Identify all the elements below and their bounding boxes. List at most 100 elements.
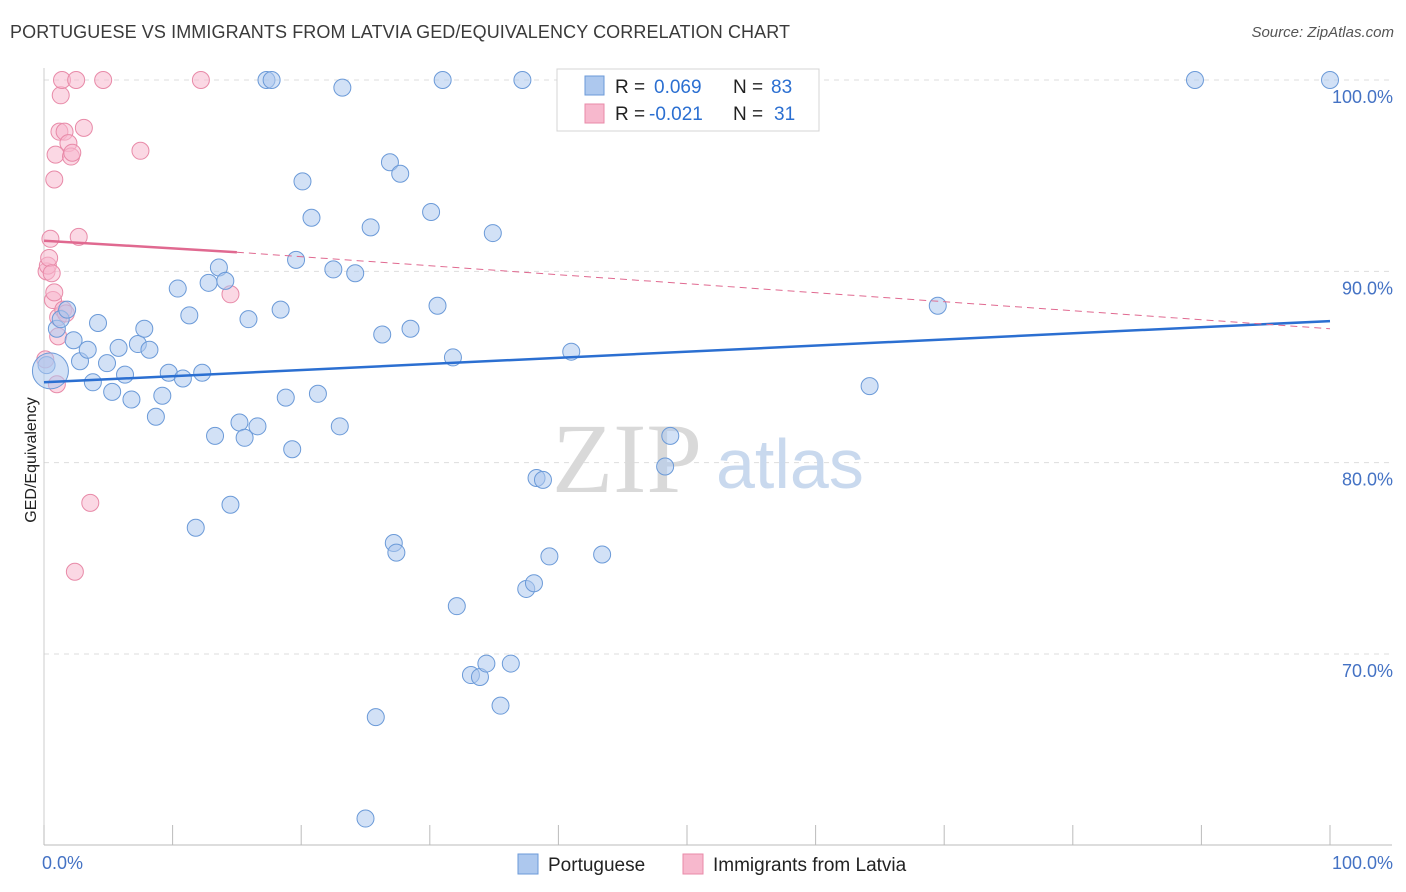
legend-n-value-2: 31 (774, 104, 795, 125)
data-point-portuguese (513, 71, 532, 89)
data-point-latvia (65, 562, 84, 581)
data-point-portuguese (477, 654, 496, 673)
data-point-portuguese (276, 388, 295, 407)
legend-r-value-2: -0.021 (649, 104, 703, 125)
data-point-latvia (74, 118, 93, 137)
data-point-portuguese (356, 809, 375, 828)
data-point-latvia (131, 141, 150, 160)
data-point-portuguese (1321, 71, 1339, 89)
y-tick-label: 100.0% (1332, 87, 1393, 107)
data-point-portuguese (346, 264, 365, 283)
data-point-portuguese (293, 172, 312, 191)
data-point-latvia (45, 170, 64, 189)
data-point-portuguese (140, 340, 159, 359)
data-point-portuguese (661, 426, 680, 445)
trend-line-portuguese (43, 319, 1331, 384)
data-point-latvia (41, 229, 60, 248)
source-label: Source: ZipAtlas.com (1251, 24, 1394, 41)
data-point-latvia (51, 86, 70, 105)
data-point-portuguese (308, 384, 327, 403)
watermark: ZIP atlas (552, 403, 864, 514)
data-point-portuguese (271, 300, 290, 319)
data-point-portuguese (153, 386, 172, 405)
data-point-portuguese (366, 708, 385, 727)
data-point-latvia (69, 227, 88, 246)
legend-r-label-2: R = (615, 104, 645, 125)
series-portuguese-points (31, 71, 1339, 828)
axes (43, 68, 1392, 846)
trend-line-latvia-extended (236, 251, 1331, 330)
trend-lines (43, 239, 1331, 384)
data-point-portuguese (206, 426, 225, 445)
data-point-portuguese (186, 518, 205, 537)
legend-n-label-2: N = (733, 104, 763, 125)
data-point-latvia (42, 264, 61, 283)
data-point-portuguese (78, 340, 97, 359)
legend-n-value-1: 83 (771, 77, 792, 98)
gridlines (44, 79, 1392, 655)
bottom-legend-label-latvia: Immigrants from Latvia (713, 855, 907, 876)
data-point-portuguese (262, 71, 281, 89)
legend-swatch-portuguese (584, 75, 605, 96)
data-point-portuguese (216, 271, 235, 290)
data-point-portuguese (401, 319, 420, 338)
legend-swatch-latvia (584, 103, 605, 124)
data-point-portuguese (387, 543, 406, 562)
data-point-portuguese (64, 331, 83, 350)
watermark-zip: ZIP (552, 403, 702, 514)
bottom-legend-label-portuguese: Portuguese (548, 855, 645, 876)
data-point-portuguese (283, 440, 302, 459)
y-tick-label: 90.0% (1342, 278, 1393, 298)
data-point-portuguese (116, 365, 135, 384)
data-point-portuguese (491, 696, 510, 715)
legend-r-label-1: R = (615, 77, 645, 98)
data-point-portuguese (483, 224, 502, 243)
y-tick-label: 70.0% (1342, 661, 1393, 681)
data-point-portuguese (330, 417, 349, 436)
data-point-latvia (40, 248, 59, 267)
data-point-portuguese (540, 547, 559, 566)
data-point-portuguese (180, 306, 199, 325)
data-point-latvia (81, 493, 100, 512)
legend-n-label-1: N = (733, 77, 763, 98)
chart-title: PORTUGUESE VS IMMIGRANTS FROM LATVIA GED… (10, 22, 791, 42)
data-point-portuguese (221, 495, 240, 514)
x-tick-label: 0.0% (42, 853, 83, 873)
y-axis-tick-labels: 70.0% 80.0% 90.0% 100.0% (1332, 87, 1393, 681)
data-point-portuguese (168, 279, 187, 298)
data-point-portuguese (173, 369, 192, 388)
data-point-latvia (191, 71, 210, 89)
y-axis-label: GED/Equivalency (23, 397, 40, 522)
legend-r-value-1: 0.069 (654, 77, 702, 98)
data-point-portuguese (230, 413, 249, 432)
data-point-portuguese (58, 300, 77, 319)
data-point-portuguese (593, 545, 612, 564)
data-point-latvia (63, 143, 82, 162)
data-point-portuguese (193, 363, 212, 382)
y-tick-label: 80.0% (1342, 470, 1393, 490)
x-axis-tick-labels: 0.0% 100.0% (42, 853, 1393, 873)
data-point-portuguese (287, 250, 306, 269)
data-point-portuguese (433, 71, 452, 89)
data-point-latvia (94, 71, 113, 89)
data-point-portuguese (380, 153, 399, 172)
data-point-portuguese (83, 373, 102, 392)
data-point-portuguese (199, 273, 218, 292)
data-point-portuguese (239, 310, 258, 329)
data-point-portuguese (860, 377, 879, 396)
data-point-portuguese (656, 457, 675, 476)
data-point-portuguese (373, 325, 392, 344)
trend-line-latvia (43, 239, 237, 254)
data-point-portuguese (422, 203, 441, 222)
data-point-portuguese (89, 313, 108, 332)
data-point-portuguese (391, 164, 410, 183)
data-point-portuguese (109, 338, 128, 357)
data-point-portuguese (447, 597, 466, 616)
bottom-legend-swatch-latvia (682, 853, 704, 875)
data-point-portuguese (135, 319, 154, 338)
data-point-portuguese (122, 390, 141, 409)
data-point-portuguese (524, 574, 543, 593)
series-legend: Portuguese Immigrants from Latvia (517, 853, 907, 876)
stats-legend: R = 0.069 N = 83 R = -0.021 N = 31 (556, 68, 820, 132)
